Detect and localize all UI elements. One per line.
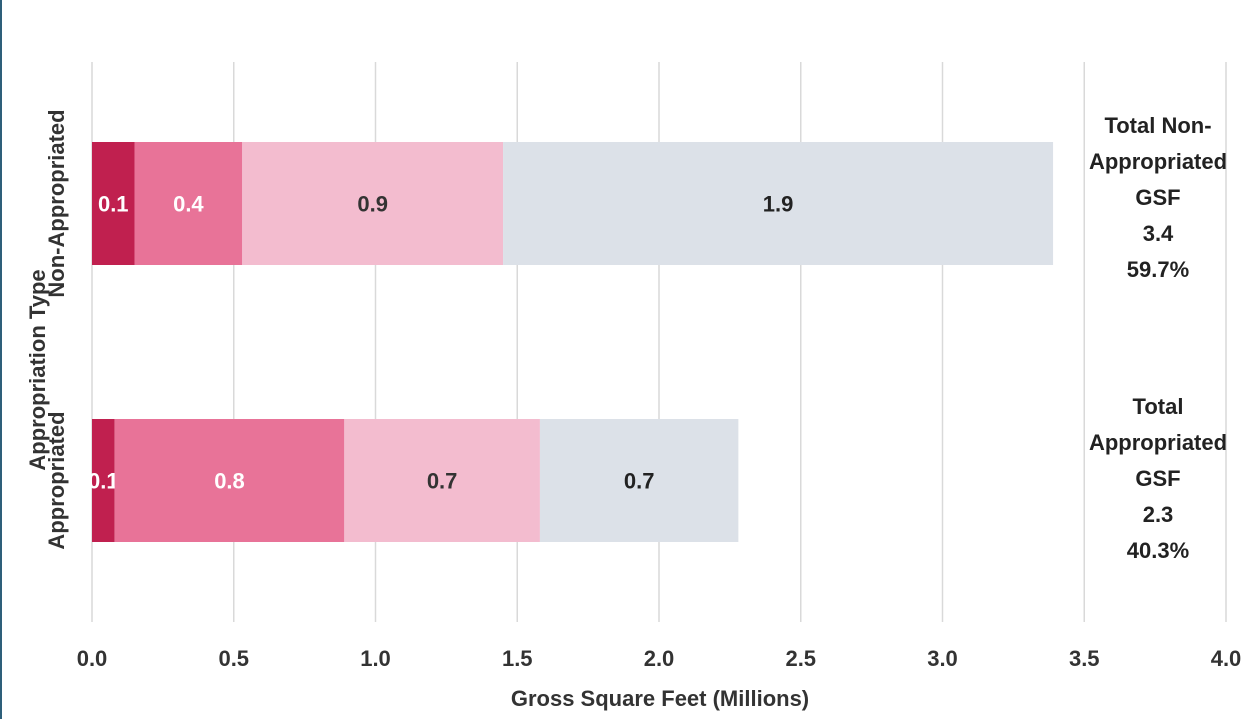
bar-segment: [242, 142, 504, 265]
data-label: 0.7: [427, 469, 458, 494]
data-label: 0.7: [624, 469, 655, 494]
bar-segment: [503, 142, 1054, 265]
x-tick-label: 0.0: [77, 646, 108, 671]
x-tick-label: 2.5: [785, 646, 816, 671]
x-axis-title: Gross Square Feet (Millions): [510, 686, 810, 711]
x-tick-label: 1.0: [360, 646, 391, 671]
total-line: GSF: [1135, 185, 1181, 210]
data-label: 0.1: [98, 192, 129, 217]
data-label: 0.9: [357, 192, 388, 217]
x-tick-label: 3.5: [1069, 646, 1100, 671]
x-tick-label: 0.5: [218, 646, 249, 671]
bar-segment: [92, 142, 135, 265]
total-line: Total Non-: [1104, 113, 1212, 138]
total-non-appropriated: Total Non- Appropriated GSF 3.4 59.7%: [1068, 108, 1248, 288]
data-label: 1.9: [763, 192, 794, 217]
total-line: 2.3: [1142, 502, 1174, 527]
bar-segment: [344, 419, 540, 542]
total-appropriated: Total Appropriated GSF 2.3 40.3%: [1068, 389, 1248, 569]
total-line: Appropriated: [1088, 149, 1228, 174]
x-tick-label: 1.5: [502, 646, 533, 671]
y-category-label: Appropriated: [44, 411, 69, 549]
total-line: Total: [1132, 394, 1184, 419]
data-label: 0.8: [214, 469, 245, 494]
bar-segment: [114, 419, 345, 542]
y-category-label: Non-Appropriated: [44, 109, 69, 297]
x-tick-label: 4.0: [1211, 646, 1242, 671]
total-line: 40.3%: [1126, 538, 1190, 563]
data-label: 0.4: [173, 192, 204, 217]
data-label: 0.1: [88, 469, 119, 494]
bar-segment: [92, 419, 115, 542]
x-tick-label: 3.0: [927, 646, 958, 671]
bar-segment: [539, 419, 739, 542]
total-line: Appropriated: [1088, 430, 1228, 455]
x-tick-label: 2.0: [644, 646, 675, 671]
total-line: 59.7%: [1126, 257, 1190, 282]
bar-segment: [134, 142, 243, 265]
y-axis-title: Appropriation Type: [25, 269, 50, 471]
total-line: GSF: [1135, 466, 1181, 491]
total-line: 3.4: [1142, 221, 1174, 246]
left-border: [0, 0, 2, 719]
